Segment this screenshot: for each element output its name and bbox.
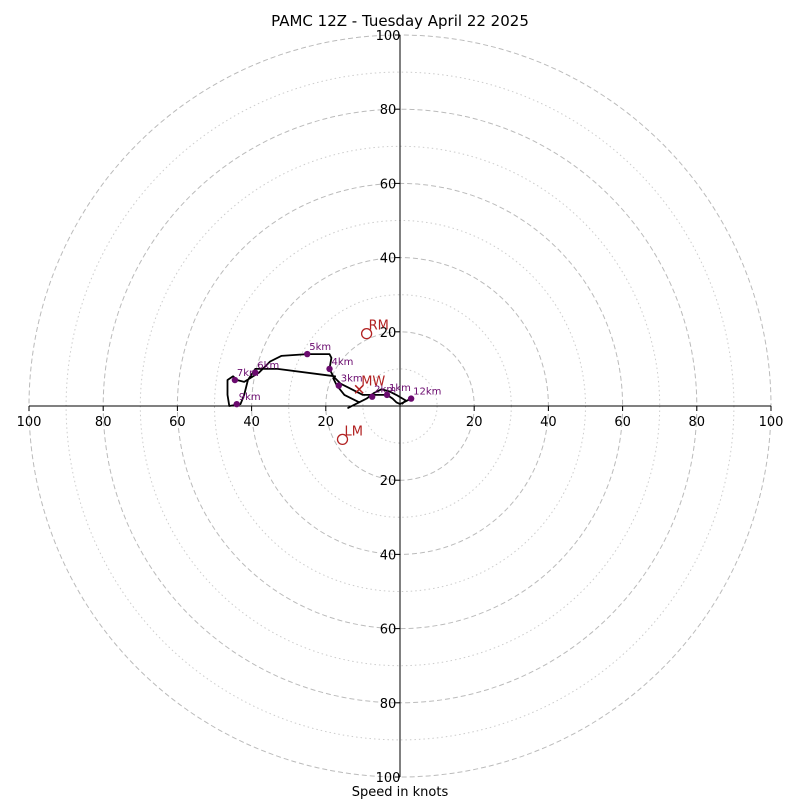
x-axis-label: Speed in knots — [352, 785, 449, 800]
x-tick-label: 20 — [318, 415, 335, 430]
y-tick-label: 60 — [380, 177, 397, 192]
y-tick-label: 80 — [380, 103, 397, 118]
x-tick-label: 20 — [466, 415, 483, 430]
y-tick-label: 100 — [376, 29, 401, 44]
x-tick-label: 80 — [689, 415, 706, 430]
height-marker-7km — [231, 376, 239, 384]
storm-motion-label-MW: MW — [361, 374, 385, 389]
x-tick-label: 100 — [759, 415, 784, 430]
storm-motion-mw-x2 — [354, 384, 364, 394]
height-label-3km: 3km — [341, 374, 363, 385]
height-label-4km: 4km — [332, 357, 354, 368]
height-marker-3km — [335, 382, 342, 389]
height-marker-5km — [304, 350, 311, 358]
x-tick-label: 60 — [169, 415, 186, 430]
height-label-9km: 9km — [239, 392, 261, 403]
height-label-5km: 5km — [309, 342, 331, 353]
x-tick-label: 40 — [540, 415, 557, 430]
axes — [29, 35, 771, 777]
y-tick-label: 80 — [380, 697, 397, 712]
chart-title: PAMC 12Z - Tuesday April 22 2025 — [271, 12, 529, 30]
height-marker-9km — [233, 400, 240, 408]
storm-motion-marker-LM — [336, 433, 349, 446]
height-label-2km: 2km — [374, 385, 396, 396]
x-tick-label: 100 — [17, 415, 42, 430]
height-marker-2km — [368, 393, 376, 400]
x-tick-label: 80 — [95, 415, 112, 430]
tick-labels: 100 100 100 100 80 80 80 80 60 60 60 60 40 40 40 40 20 20… — [17, 29, 784, 786]
height-marker-6km — [252, 369, 259, 376]
y-tick-label: 40 — [380, 252, 397, 267]
y-tick-label: 20 — [380, 474, 397, 489]
y-tick-label: 40 — [380, 548, 397, 563]
height-label-7km: 7km — [237, 368, 259, 379]
x-tick-label: 40 — [243, 415, 260, 430]
height-label-1km: 1km — [389, 383, 411, 394]
storm-motion-label-LM: LM — [344, 424, 362, 439]
x-tick-label: 60 — [614, 415, 631, 430]
height-marker-1km — [383, 391, 391, 399]
height-marker-4km — [326, 365, 333, 373]
storm-motion-markers: RM LM MW — [336, 319, 389, 446]
height-label-6km: 6km — [257, 361, 279, 372]
height-label-12km: 12km — [413, 387, 441, 398]
y-tick-label: 100 — [376, 771, 401, 786]
storm-motion-label-RM: RM — [369, 319, 389, 334]
storm-motion-marker-RM — [360, 328, 373, 340]
y-tick-label: 60 — [380, 623, 397, 638]
y-tick-label: 20 — [380, 326, 397, 341]
height-marker-12km — [407, 395, 415, 402]
